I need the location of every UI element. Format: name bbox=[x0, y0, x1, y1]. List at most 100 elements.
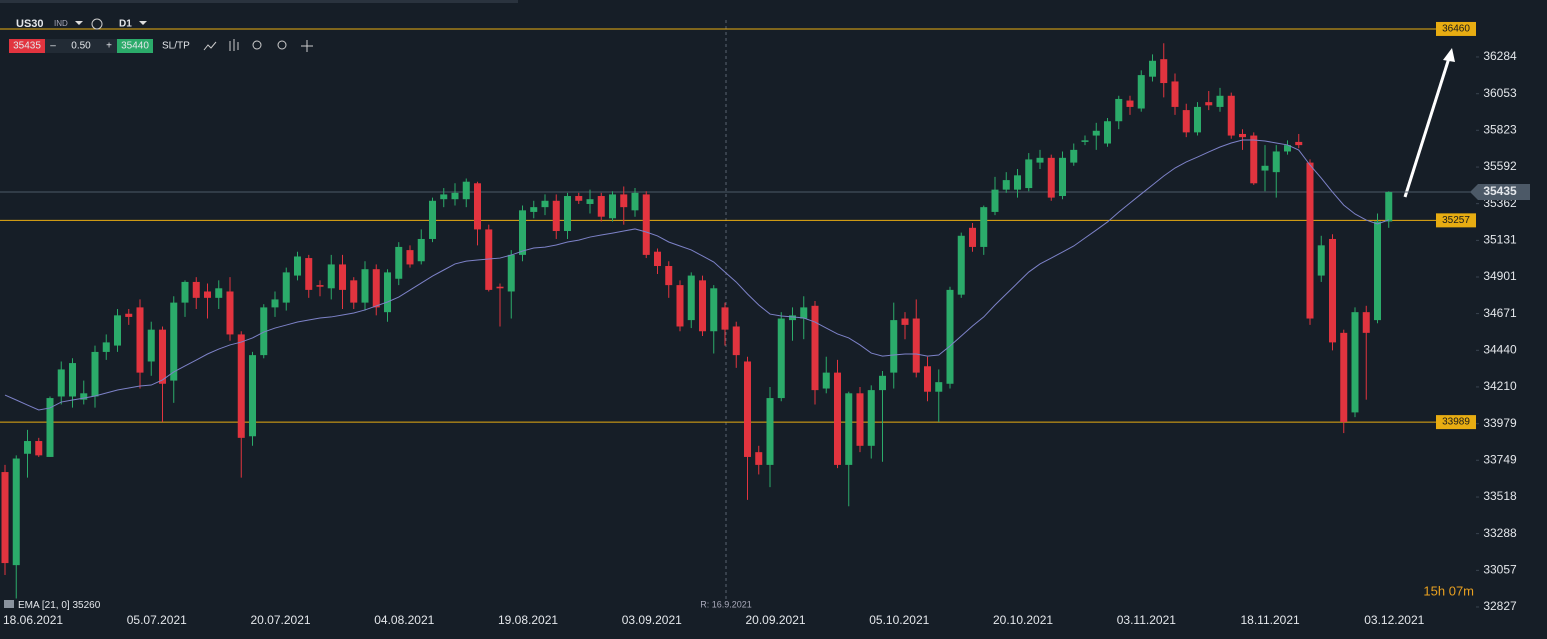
ema-legend: EMA [21, 0] 35260 bbox=[18, 600, 101, 611]
y-tick-label: 33288 bbox=[1483, 526, 1517, 540]
timeframe[interactable]: D1 bbox=[119, 19, 132, 30]
candle-body bbox=[912, 318, 920, 373]
candle-body bbox=[1115, 98, 1123, 122]
candle-body bbox=[1216, 95, 1224, 107]
candle-body bbox=[946, 289, 954, 384]
candle-body bbox=[721, 307, 729, 330]
candle-body bbox=[69, 363, 76, 397]
level-label-box bbox=[1436, 213, 1476, 228]
y-tick-label: 36284 bbox=[1483, 49, 1517, 63]
candle-body bbox=[80, 393, 88, 400]
y-tick-label: 33979 bbox=[1483, 416, 1517, 430]
level-label: 35257 bbox=[1442, 215, 1470, 226]
candle-body bbox=[845, 393, 853, 465]
buy-price[interactable]: 35440 bbox=[121, 41, 149, 52]
x-tick-label: 03.12.2021 bbox=[1364, 613, 1424, 627]
candle-body bbox=[136, 307, 144, 373]
sell-button[interactable] bbox=[9, 39, 45, 53]
candle-body bbox=[642, 194, 650, 255]
zoom-out-icon[interactable] bbox=[252, 40, 262, 50]
y-tick-label: 35131 bbox=[1483, 233, 1517, 247]
candle-body bbox=[1160, 59, 1168, 84]
candle-body bbox=[1385, 192, 1393, 222]
candle-body bbox=[1374, 221, 1381, 321]
candle-body bbox=[890, 320, 898, 373]
candle-body bbox=[170, 302, 178, 381]
candle-body bbox=[991, 189, 999, 212]
y-tick-label: 34210 bbox=[1483, 379, 1517, 393]
candle-body bbox=[1340, 332, 1348, 422]
sltp-button[interactable]: SL/TP bbox=[162, 41, 190, 52]
candle-body bbox=[395, 246, 403, 279]
candle-body bbox=[789, 315, 796, 321]
y-tick-label: 32827 bbox=[1483, 599, 1517, 613]
candle-body bbox=[957, 235, 965, 295]
candle-body bbox=[372, 269, 380, 308]
candle-body bbox=[901, 318, 909, 325]
candle-body bbox=[271, 299, 279, 308]
lot-plus[interactable]: + bbox=[106, 41, 112, 52]
crosshair-icon[interactable] bbox=[301, 40, 313, 52]
lot-box[interactable] bbox=[45, 39, 117, 53]
candle-body bbox=[541, 200, 549, 208]
candle-body bbox=[1025, 159, 1033, 189]
candle-body bbox=[1014, 175, 1021, 190]
candle-body bbox=[327, 264, 335, 289]
candle-body bbox=[159, 329, 166, 384]
sell-price[interactable]: 35435 bbox=[13, 41, 41, 52]
symbol[interactable]: US30 bbox=[16, 18, 44, 30]
candle-body bbox=[1227, 95, 1235, 136]
candle-body bbox=[91, 351, 99, 397]
crosshair-label: R: 16.9.2021 bbox=[700, 599, 752, 609]
candle-body bbox=[1081, 140, 1089, 142]
candle-tool-icon[interactable] bbox=[229, 39, 239, 51]
x-tick-label: 20.10.2021 bbox=[993, 613, 1053, 627]
info-icon[interactable] bbox=[91, 18, 103, 30]
candle-body bbox=[1002, 180, 1010, 190]
candle-body bbox=[1182, 110, 1190, 133]
candle-body bbox=[305, 258, 313, 290]
candle-body bbox=[12, 458, 20, 566]
candle-body bbox=[1137, 75, 1145, 109]
candle-body bbox=[1036, 157, 1044, 163]
zoom-in-icon[interactable] bbox=[277, 40, 287, 50]
toolbar: US30 IND D1 35435 – 0.50 + 35440 SL/TP bbox=[9, 18, 313, 53]
candle-body bbox=[597, 196, 605, 217]
candle-body bbox=[1104, 121, 1111, 144]
dropdown-icon[interactable] bbox=[75, 21, 83, 25]
candle-body bbox=[316, 285, 324, 287]
candle-body bbox=[766, 398, 774, 465]
candle-body bbox=[260, 307, 268, 356]
candle-body bbox=[1261, 165, 1269, 171]
candle-body bbox=[1272, 151, 1280, 173]
dropdown-icon[interactable] bbox=[139, 21, 147, 25]
y-tick-label: 33057 bbox=[1483, 563, 1517, 577]
lot-minus[interactable]: – bbox=[50, 41, 56, 52]
candle-body bbox=[519, 210, 526, 255]
candle-body bbox=[114, 315, 121, 346]
ema-name: EMA [21, 0] bbox=[18, 600, 70, 611]
candle-body bbox=[294, 256, 301, 276]
candle-body bbox=[1092, 130, 1100, 136]
candle-body bbox=[384, 272, 391, 313]
lot-size[interactable]: 0.50 bbox=[71, 41, 91, 52]
candle-body bbox=[552, 200, 560, 232]
candle-body bbox=[879, 375, 886, 391]
x-tick-label: 03.09.2021 bbox=[622, 613, 682, 627]
candle-body bbox=[800, 307, 808, 319]
candle-body bbox=[1329, 238, 1336, 343]
candle-body bbox=[755, 452, 763, 465]
buy-button[interactable] bbox=[117, 39, 153, 53]
candle-body bbox=[417, 238, 425, 262]
candle-body bbox=[226, 291, 234, 335]
level-label-box bbox=[1436, 415, 1476, 430]
candle-body bbox=[856, 393, 864, 446]
y-tick-label: 33749 bbox=[1483, 452, 1517, 466]
x-tick-label: 03.11.2021 bbox=[1117, 613, 1176, 627]
line-tool-icon[interactable] bbox=[203, 41, 217, 51]
candle-body bbox=[1205, 102, 1213, 106]
candle-body bbox=[192, 281, 200, 298]
candle-body bbox=[676, 285, 684, 327]
candle-body bbox=[732, 326, 740, 356]
